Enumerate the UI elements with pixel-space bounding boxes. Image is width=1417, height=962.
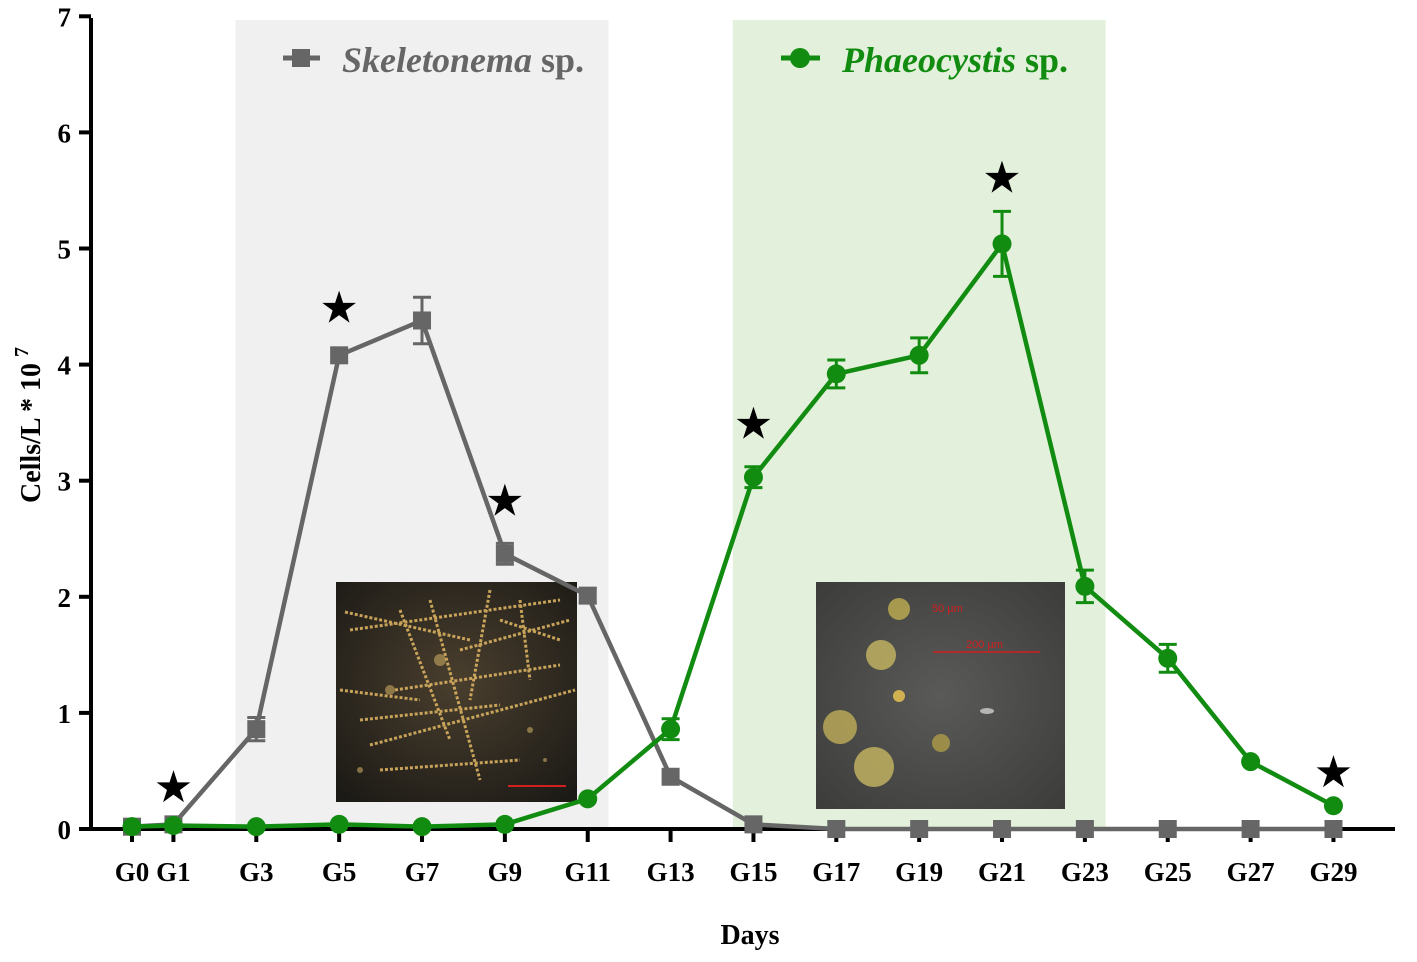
point-skeletonema-G5 xyxy=(330,346,349,365)
x-tick-label-G29: G29 xyxy=(1309,857,1357,887)
star-marker-G1: ★ xyxy=(154,762,193,813)
point-phaeocystis-G7 xyxy=(412,817,432,837)
point-phaeocystis-G1 xyxy=(163,816,183,836)
point-phaeocystis-G11 xyxy=(578,789,598,809)
legend-suffix-skeletonema: sp. xyxy=(532,40,584,80)
legend-marker-skeletonema xyxy=(292,49,310,67)
inset-scale-label-50: 50 µm xyxy=(932,603,963,615)
legend-italic-skeletonema: Skeletonema xyxy=(342,40,532,80)
point-skeletonema-G17 xyxy=(827,820,846,838)
legend-italic-phaeocystis: Phaeocystis xyxy=(841,40,1016,80)
point-phaeocystis-G23 xyxy=(1075,576,1095,596)
point-phaeocystis-G19 xyxy=(909,345,929,365)
point-skeletonema-G23 xyxy=(1075,820,1094,838)
x-tick-label-G21: G21 xyxy=(978,857,1026,887)
star-marker-G9: ★ xyxy=(485,475,524,526)
x-tick-label-G13: G13 xyxy=(647,857,695,887)
y-tick-label-6: 6 xyxy=(58,118,72,148)
x-tick-label-G17: G17 xyxy=(812,857,860,887)
y-tick-label-3: 3 xyxy=(58,467,72,497)
point-skeletonema-G29 xyxy=(1324,820,1343,838)
x-tick-label-G23: G23 xyxy=(1061,857,1109,887)
y-tick-label-1: 1 xyxy=(58,699,72,729)
series-line-phaeocystis xyxy=(131,241,1335,829)
phaeocystis-micrograph: 50 µm 200 µm xyxy=(816,582,1065,809)
point-phaeocystis-G29 xyxy=(1323,796,1343,816)
star-marker-G5: ★ xyxy=(319,283,358,334)
point-skeletonema-G21 xyxy=(993,820,1012,838)
significance-stars: ★ ★ ★ ★ ★ ★ xyxy=(154,153,1353,814)
legend-item-skeletonema: Skeletonema sp. xyxy=(283,40,584,80)
series-skeletonema xyxy=(123,295,1343,838)
star-marker-G21: ★ xyxy=(982,153,1021,204)
y-tick-label-4: 4 xyxy=(58,351,72,381)
series xyxy=(122,209,1343,838)
point-phaeocystis-G17 xyxy=(826,364,846,384)
point-phaeocystis-G25 xyxy=(1158,648,1178,668)
point-phaeocystis-G13 xyxy=(661,719,681,739)
inset-scale-label-200: 200 µm xyxy=(966,639,1003,651)
point-skeletonema-G11 xyxy=(578,586,597,605)
legend-label-skeletonema: Skeletonema sp. xyxy=(342,40,584,80)
x-tick-label-G27: G27 xyxy=(1227,857,1275,887)
point-phaeocystis-G5 xyxy=(329,814,349,834)
y-axis-title-base: Cells/L * 10 xyxy=(16,363,47,503)
point-skeletonema-G25 xyxy=(1158,820,1177,838)
y-axis-title: Cells/L * 10 7 xyxy=(11,347,47,503)
y-tick-label-5: 5 xyxy=(58,235,72,265)
point-phaeocystis-G0 xyxy=(122,817,142,837)
y-axis-title-exponent: 7 xyxy=(11,347,33,357)
series-line-skeletonema xyxy=(131,318,1334,832)
point-skeletonema-G9 xyxy=(495,544,514,563)
legend-label-phaeocystis: Phaeocystis sp. xyxy=(841,40,1068,80)
star-marker-G29: ★ xyxy=(1314,747,1353,798)
x-tick-label-G19: G19 xyxy=(895,857,943,887)
point-phaeocystis-G3 xyxy=(246,817,266,837)
point-skeletonema-G7 xyxy=(413,311,432,330)
legend-marker-phaeocystis xyxy=(790,48,810,68)
x-tick-label-G0: G0 xyxy=(115,857,150,887)
point-phaeocystis-G9 xyxy=(495,814,515,834)
x-tick-label-G7: G7 xyxy=(405,857,440,887)
point-phaeocystis-G21 xyxy=(992,234,1012,254)
y-tick-label-0: 0 xyxy=(58,815,72,845)
point-skeletonema-G3 xyxy=(247,720,266,739)
x-tick-label-G3: G3 xyxy=(239,857,274,887)
x-axis-title: Days xyxy=(720,920,779,951)
legend: Skeletonema sp. Phaeocystis sp. xyxy=(283,40,1068,80)
series-phaeocystis xyxy=(122,209,1343,837)
legend-suffix-phaeocystis: sp. xyxy=(1016,40,1068,80)
legend-item-phaeocystis: Phaeocystis sp. xyxy=(781,40,1068,80)
x-tick-label-G1: G1 xyxy=(156,857,191,887)
point-skeletonema-G15 xyxy=(744,815,763,834)
point-skeletonema-G19 xyxy=(910,820,929,838)
x-tick-label-G25: G25 xyxy=(1144,857,1192,887)
skeletonema-micrograph xyxy=(336,582,577,802)
point-phaeocystis-G27 xyxy=(1241,752,1261,772)
x-tick-label-G9: G9 xyxy=(488,857,523,887)
x-tick-label-G11: G11 xyxy=(564,857,611,887)
point-skeletonema-G27 xyxy=(1241,820,1260,838)
point-skeletonema-G13 xyxy=(661,767,680,786)
star-marker-G15: ★ xyxy=(734,399,773,450)
y-tick-label-7: 7 xyxy=(58,2,72,32)
x-tick-label-G5: G5 xyxy=(322,857,357,887)
point-phaeocystis-G15 xyxy=(743,467,763,487)
x-tick-label-G15: G15 xyxy=(729,857,777,887)
y-tick-label-2: 2 xyxy=(58,583,72,613)
